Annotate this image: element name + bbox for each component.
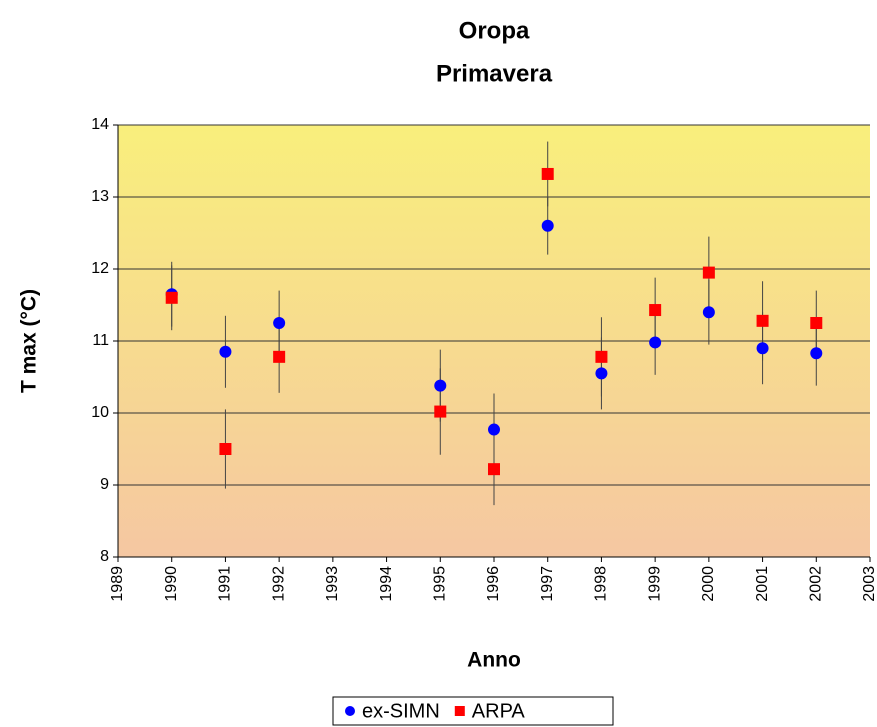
chart-title: Oropa bbox=[459, 17, 530, 44]
point bbox=[810, 317, 823, 329]
point bbox=[649, 304, 662, 317]
point bbox=[219, 443, 232, 455]
point bbox=[595, 367, 608, 380]
y-tick-label: 8 bbox=[100, 548, 109, 565]
x-tick-label: 1998 bbox=[593, 566, 610, 602]
y-tick-label: 11 bbox=[92, 332, 109, 349]
point bbox=[649, 336, 662, 349]
legend-box bbox=[332, 696, 614, 726]
point bbox=[488, 463, 500, 476]
x-tick-label: 1989 bbox=[109, 566, 126, 602]
point bbox=[273, 350, 286, 363]
x-tick-label: 2001 bbox=[754, 566, 771, 602]
x-tick-label: 1996 bbox=[485, 566, 502, 602]
legend-label: ARPA bbox=[472, 700, 526, 722]
x-tick-label: 1991 bbox=[217, 566, 234, 602]
y-tick-label: 9 bbox=[100, 476, 109, 493]
x-tick-label: 2003 bbox=[861, 566, 877, 602]
point bbox=[756, 314, 769, 327]
point bbox=[702, 266, 715, 279]
point bbox=[434, 405, 447, 418]
point bbox=[165, 291, 178, 304]
point bbox=[541, 219, 554, 232]
x-tick-label: 2000 bbox=[700, 566, 717, 602]
point bbox=[702, 306, 715, 319]
point bbox=[595, 350, 608, 363]
y-tick-label: 10 bbox=[91, 404, 109, 421]
legend-marker bbox=[345, 706, 355, 716]
x-tick-label: 1994 bbox=[378, 566, 395, 602]
x-tick-label: 1990 bbox=[163, 566, 180, 602]
x-tick-label: 1995 bbox=[432, 566, 449, 602]
legend-label: ex-SIMN bbox=[362, 700, 440, 722]
y-tick-label: 14 bbox=[91, 116, 109, 133]
point bbox=[810, 347, 823, 360]
y-axis-title: T max (°C) bbox=[18, 289, 41, 393]
y-tick-label: 12 bbox=[91, 260, 109, 277]
point bbox=[273, 317, 286, 329]
legend: ex-SIMN ARPA bbox=[345, 700, 525, 722]
point bbox=[756, 342, 769, 355]
x-tick-label: 1993 bbox=[324, 566, 341, 602]
x-tick-label: 1997 bbox=[539, 566, 556, 602]
x-tick-label: 1999 bbox=[646, 566, 663, 602]
x-tick-label: 2002 bbox=[808, 566, 825, 602]
point bbox=[219, 345, 232, 358]
point bbox=[541, 167, 554, 180]
legend-marker bbox=[454, 706, 465, 716]
point bbox=[434, 379, 447, 392]
x-tick-label: 1992 bbox=[270, 566, 287, 602]
chart-subtitle: Primavera bbox=[436, 60, 553, 87]
y-tick-label: 13 bbox=[91, 188, 109, 205]
point bbox=[488, 423, 500, 436]
x-axis-title: Anno bbox=[467, 649, 521, 672]
